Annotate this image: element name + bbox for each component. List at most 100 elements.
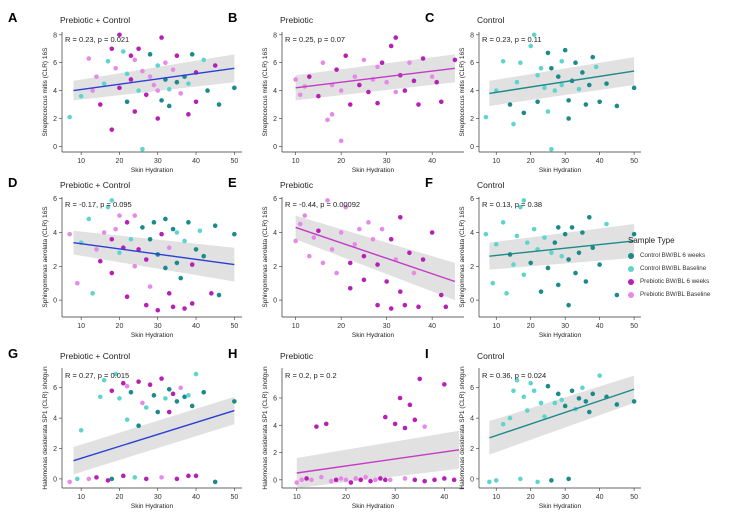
- panel-h-data-point: [422, 424, 427, 429]
- panel-i-data-point: [500, 421, 506, 427]
- panel-f-letter: F: [425, 175, 433, 190]
- panel-g-data-point: [109, 476, 115, 482]
- panel-a-data-point: [159, 35, 164, 40]
- panel-g-data-point: [178, 385, 184, 391]
- panel-e-x-label: Skin Hydration: [352, 332, 395, 339]
- panel-a-x-label: Skin Hydration: [131, 167, 174, 174]
- panel-a-data-point: [136, 46, 141, 52]
- panel-e-data-point: [361, 277, 367, 283]
- panel-g-data-point: [193, 473, 199, 479]
- panel-e-data-point: [398, 289, 403, 294]
- panel-a-data-point: [212, 63, 218, 68]
- panel-f-data-point: [573, 270, 578, 276]
- panel-e-data-point: [375, 302, 380, 308]
- panel-g-x-tick-label: 50: [230, 494, 238, 501]
- panel-c-data-point: [597, 99, 602, 105]
- panel-e-y-tick-label: 0: [273, 298, 277, 305]
- panel-f-y-tick-label: 6: [470, 196, 474, 203]
- panel-c-data-point: [531, 32, 537, 38]
- panel-f-data-point: [583, 279, 589, 284]
- panel-i-data-point: [549, 478, 554, 483]
- panel-a-data-point: [128, 77, 134, 82]
- panel-a-data-point: [117, 32, 122, 38]
- panel-c-data-point: [580, 70, 585, 75]
- panel-d-x-tick-label: 10: [77, 323, 85, 330]
- panel-a-data-point: [143, 92, 149, 98]
- panel-f-data-point: [531, 226, 537, 232]
- panel-i-x-tick-label: 20: [527, 494, 535, 501]
- panel-h-data-point: [382, 414, 388, 420]
- panel-g-letter: G: [8, 346, 18, 361]
- panel-e-fit-line: [295, 226, 456, 283]
- panel-d-data-point: [197, 228, 203, 234]
- panel-b-data-point: [416, 102, 421, 107]
- legend-label: Control BW/BL Baseline: [640, 265, 707, 272]
- panel-d-data-point: [117, 250, 122, 256]
- panel-b-x-tick-label: 40: [428, 158, 436, 165]
- panel-a-data-point: [155, 88, 161, 93]
- panel-i-y-label: Halomonas desiderata SP1 (CLR) shotgun: [459, 366, 466, 490]
- panel-d-data-point: [132, 263, 138, 269]
- panel-g-y-label: Halomonas desiderata SP1 (CLR) shotgun: [42, 366, 49, 490]
- panel-e-letter: E: [228, 175, 237, 190]
- panel-h-data-point: [442, 382, 447, 387]
- panel-g-data-point: [117, 396, 122, 401]
- panel-g-data-point: [67, 479, 72, 485]
- panel-c-data-point: [590, 54, 596, 60]
- panel-c-y-tick-label: 4: [470, 88, 474, 95]
- panel-h-y-tick-label: 4: [273, 423, 277, 430]
- panel-f-data-point: [562, 231, 568, 237]
- panel-g-data-point: [163, 396, 168, 401]
- panel-d-data-point: [128, 236, 134, 242]
- legend-swatch: [628, 278, 634, 285]
- panel-h-y-tick-label: 2: [273, 450, 277, 457]
- panel-b-title: Prebiotic: [280, 15, 314, 25]
- panel-b-data-point: [407, 60, 412, 65]
- panel-d-data-point: [232, 231, 237, 237]
- panel-h-data-point: [333, 477, 339, 483]
- panel-d-data-point: [163, 216, 168, 222]
- panel-c-x-tick-label: 20: [527, 158, 535, 165]
- panel-b-data-point: [325, 117, 330, 123]
- panel-f-data-point: [580, 230, 585, 235]
- panel-b-y-label: Streptococcus mitis (CLR) 16S: [262, 47, 269, 137]
- panel-d-data-point: [186, 220, 191, 225]
- panel-a-y-tick-label: 4: [53, 88, 57, 95]
- panel-a-data-point: [124, 71, 130, 77]
- panel-a-data-point: [232, 85, 237, 91]
- legend-label: Control BW/BL 6 weeks: [640, 252, 706, 259]
- panel-c-x-tick-label: 40: [596, 158, 604, 165]
- panel-a-data-point: [113, 65, 118, 71]
- panel-a-data-point: [166, 86, 172, 92]
- panel-e-data-point: [384, 279, 389, 284]
- panel-e-data-point: [366, 220, 371, 225]
- panel-c-data-point: [566, 98, 571, 103]
- panel-f-data-point: [569, 225, 575, 230]
- panel-b-x-label: Skin Hydration: [352, 167, 395, 174]
- panel-e-data-point: [398, 214, 403, 220]
- panel-i-data-point: [487, 479, 492, 485]
- panel-d-data-point: [101, 230, 107, 235]
- panel-f-data-point: [604, 221, 609, 227]
- panel-g-data-point: [136, 379, 141, 384]
- panel-d-data-point: [182, 238, 187, 244]
- panel-a-data-point: [163, 60, 168, 65]
- panel-b-data-point: [361, 57, 367, 63]
- panel-e-y-label: Sphingomonas aerolata (CLR) 16S: [262, 206, 269, 308]
- panel-i-data-point: [555, 391, 561, 397]
- panel-h-data-point: [402, 476, 408, 481]
- panel-i-data-point: [511, 388, 516, 394]
- panel-g-data-point: [143, 476, 149, 482]
- panel-g-data-point: [128, 390, 134, 395]
- panel-f-data-point: [586, 214, 592, 220]
- panel-g-data-point: [140, 400, 145, 406]
- panel-i-data-point: [535, 479, 540, 485]
- panel-g-data-point: [232, 399, 237, 404]
- panel-e-data-point: [438, 292, 444, 298]
- legend-label: Prebiotic BW/BL Baseline: [640, 291, 711, 298]
- panel-c-data-point: [566, 116, 571, 121]
- panel-h-y-tick-label: 0: [273, 477, 277, 484]
- panel-a-data-point: [97, 102, 103, 107]
- panel-g-data-point: [201, 390, 207, 395]
- panel-a-data-point: [124, 99, 130, 105]
